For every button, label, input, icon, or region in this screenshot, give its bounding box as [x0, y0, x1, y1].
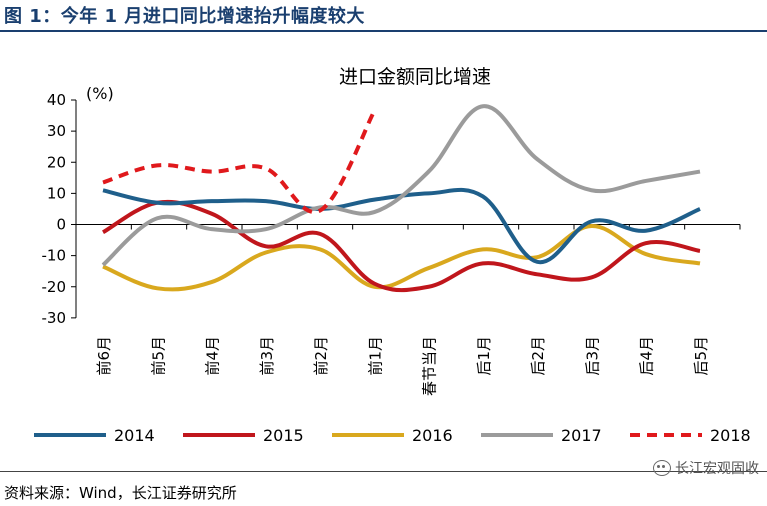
watermark: 长江宏观固收 — [653, 458, 759, 478]
x-tick-label: 后2月 — [529, 336, 547, 376]
figure-title: 图 1：今年 1 月进口同比增速抬升幅度较大 — [4, 6, 365, 27]
footer-rule — [0, 471, 767, 472]
chart-canvas: 进口金额同比增速 (%) -30 -20 -10 0 10 20 30 40 前6月 前5月 前4… — [34, 66, 751, 445]
series-line-2016 — [102, 224, 701, 292]
series-line-2017 — [101, 104, 701, 267]
legend-label-2015: 2015 — [263, 426, 304, 445]
y-tick-label: 40 — [47, 91, 66, 109]
y-tick-label: -10 — [42, 247, 67, 265]
series-line-2018 — [102, 109, 377, 214]
x-tick-label: 春节当月 — [421, 336, 439, 396]
y-tick-label: -30 — [42, 309, 67, 327]
x-axis-ticks: 前6月 前5月 前4月 前3月 前2月 前1月 春节当月 后1月 后2月 后3月 后4月 后5月 — [75, 224, 741, 396]
y-axis-label: (%) — [86, 84, 114, 103]
series-lines — [101, 104, 701, 293]
watermark-text: 长江宏观固收 — [675, 461, 759, 477]
x-tick-label: 后3月 — [583, 336, 601, 376]
chart-axes — [75, 100, 740, 318]
y-tick-label: 20 — [47, 153, 66, 171]
legend-label-2018: 2018 — [710, 426, 751, 445]
title-rule — [0, 30, 767, 32]
x-tick-label: 后1月 — [475, 336, 493, 376]
y-axis-ticks: -30 -20 -10 0 10 20 30 40 — [42, 91, 76, 327]
chart-title: 进口金额同比增速 — [339, 66, 491, 88]
series-line-2014 — [102, 187, 701, 264]
y-tick-label: 30 — [47, 122, 66, 140]
y-tick-label: -20 — [42, 278, 67, 296]
x-tick-label: 前3月 — [258, 336, 276, 376]
source-note: 资料来源：Wind，长江证券研究所 — [4, 484, 237, 502]
series-line-2015 — [101, 199, 701, 293]
legend: 2014 2015 2016 2017 2018 — [34, 426, 751, 445]
x-tick-label: 前6月 — [95, 336, 113, 376]
wechat-icon — [653, 460, 671, 476]
x-tick-label: 前4月 — [204, 336, 222, 376]
x-tick-label: 后5月 — [692, 336, 710, 376]
y-tick-label: 10 — [47, 184, 66, 202]
legend-label-2014: 2014 — [114, 426, 155, 445]
x-tick-label: 前1月 — [366, 336, 384, 376]
x-tick-label: 前2月 — [312, 336, 330, 376]
legend-label-2017: 2017 — [561, 426, 602, 445]
x-tick-label: 前5月 — [149, 336, 167, 376]
legend-label-2016: 2016 — [412, 426, 453, 445]
y-tick-label: 0 — [56, 216, 66, 234]
x-tick-label: 后4月 — [638, 336, 656, 376]
